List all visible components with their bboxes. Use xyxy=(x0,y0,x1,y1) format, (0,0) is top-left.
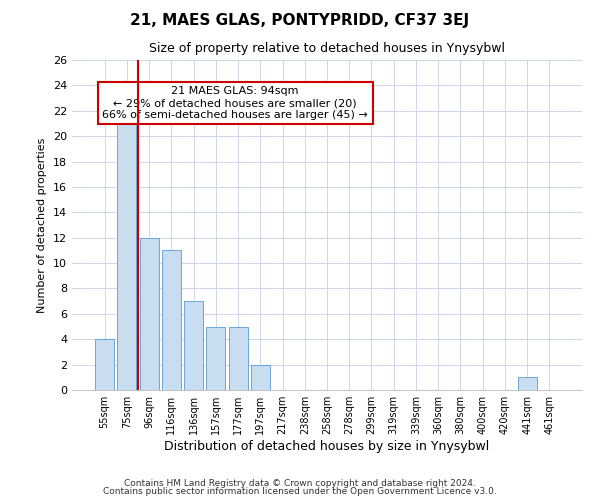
Bar xyxy=(184,301,203,390)
Bar xyxy=(229,326,248,390)
Bar xyxy=(140,238,158,390)
Bar xyxy=(251,364,270,390)
Bar xyxy=(518,378,536,390)
Bar xyxy=(206,326,225,390)
X-axis label: Distribution of detached houses by size in Ynysybwl: Distribution of detached houses by size … xyxy=(164,440,490,453)
Y-axis label: Number of detached properties: Number of detached properties xyxy=(37,138,47,312)
Text: Contains HM Land Registry data © Crown copyright and database right 2024.: Contains HM Land Registry data © Crown c… xyxy=(124,478,476,488)
Bar xyxy=(95,339,114,390)
Text: 21, MAES GLAS, PONTYPRIDD, CF37 3EJ: 21, MAES GLAS, PONTYPRIDD, CF37 3EJ xyxy=(130,12,470,28)
Bar xyxy=(118,111,136,390)
Bar xyxy=(162,250,181,390)
Text: Contains public sector information licensed under the Open Government Licence v3: Contains public sector information licen… xyxy=(103,487,497,496)
Title: Size of property relative to detached houses in Ynysybwl: Size of property relative to detached ho… xyxy=(149,42,505,54)
Text: 21 MAES GLAS: 94sqm
← 29% of detached houses are smaller (20)
66% of semi-detach: 21 MAES GLAS: 94sqm ← 29% of detached ho… xyxy=(103,86,368,120)
